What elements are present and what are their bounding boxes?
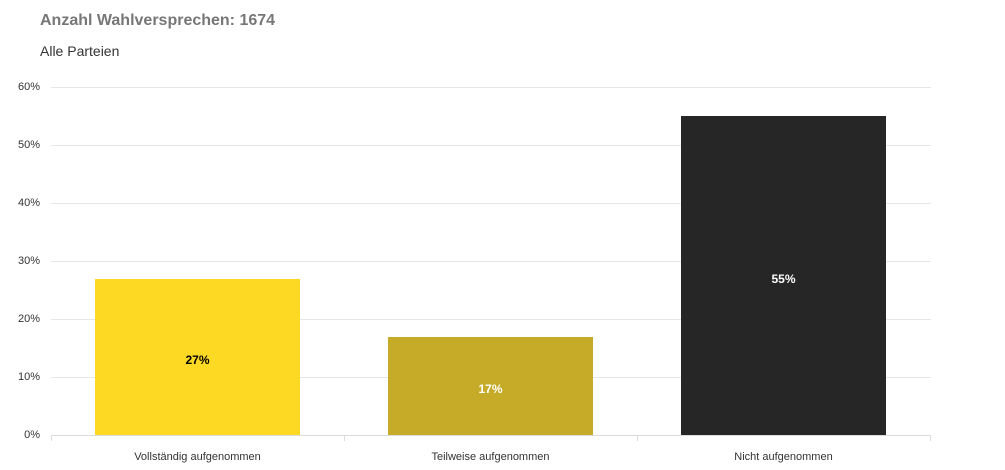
bar-value-label: 17% — [478, 382, 503, 396]
x-label-vollstaendig-aufgenommen: Vollständig aufgenommen — [134, 451, 261, 463]
bar-value-label: 55% — [771, 272, 796, 286]
x-axis-tick — [930, 435, 931, 441]
x-axis-tick — [344, 435, 345, 441]
x-axis-tick — [51, 435, 52, 441]
chart-title: Anzahl Wahlversprechen: 1674 — [40, 12, 276, 29]
x-label-nicht-aufgenommen: Nicht aufgenommen — [734, 451, 833, 463]
gridline-20 — [51, 319, 931, 320]
bar-vollstaendig-aufgenommen[interactable]: 27% — [95, 279, 300, 435]
chart-subtitle: Alle Parteien — [40, 43, 120, 59]
bar-value-label: 27% — [185, 353, 210, 367]
y-tick-60: 60% — [17, 81, 40, 93]
y-tick-20: 20% — [17, 313, 40, 325]
x-axis-tick — [637, 435, 638, 441]
y-tick-50: 50% — [17, 139, 40, 151]
y-tick-40: 40% — [17, 197, 40, 209]
x-label-teilweise-aufgenommen: Teilweise aufgenommen — [431, 451, 550, 463]
gridline-40 — [51, 203, 931, 204]
y-tick-30: 30% — [17, 255, 40, 267]
y-tick-10: 10% — [17, 371, 40, 383]
gridline-60 — [51, 87, 931, 88]
bar-nicht-aufgenommen[interactable]: 55% — [681, 116, 886, 435]
gridline-30 — [51, 261, 931, 262]
y-tick-0: 0% — [24, 429, 40, 441]
x-axis-baseline — [51, 435, 931, 436]
gridline-50 — [51, 145, 931, 146]
bar-teilweise-aufgenommen[interactable]: 17% — [388, 337, 593, 435]
